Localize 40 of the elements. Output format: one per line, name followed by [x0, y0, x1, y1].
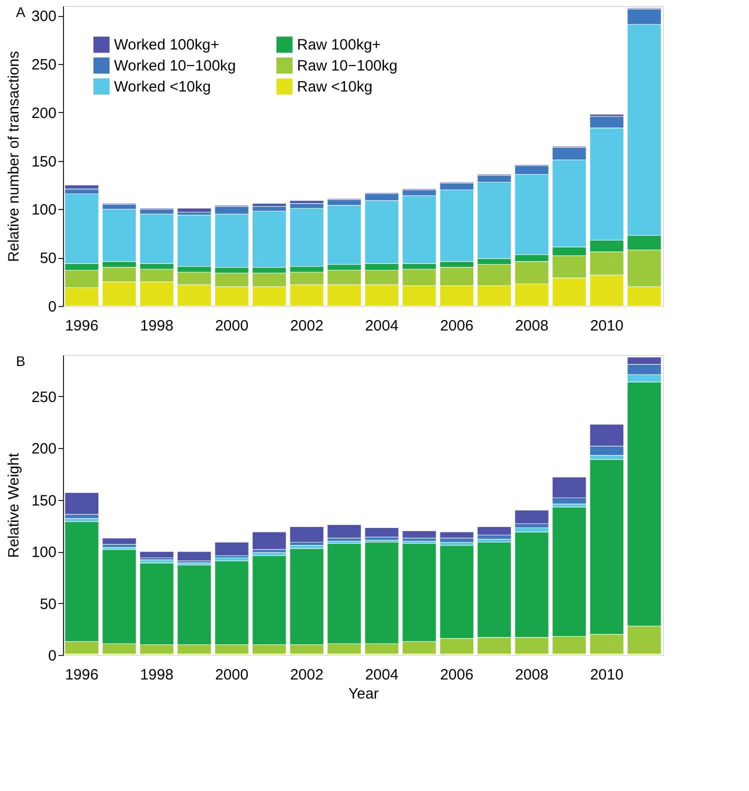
y-tick-label: 200 — [31, 104, 56, 122]
x-tick-label: 2004 — [365, 666, 398, 684]
x-tick-label: 1996 — [65, 666, 98, 684]
y-tick-label: 250 — [31, 56, 56, 74]
x-tick-label: 2010 — [590, 318, 624, 334]
x-tick-label: 2008 — [515, 666, 548, 684]
x-tick-label: 2006 — [440, 666, 474, 684]
y-tick-label: 50 — [40, 250, 56, 268]
x-axis-title: Year — [348, 686, 379, 702]
y-tick-label: 0 — [48, 648, 56, 664]
y-tick-label: 250 — [31, 388, 56, 406]
y-tick-label: 150 — [31, 492, 56, 510]
x-tick-label: 2008 — [515, 318, 548, 334]
x-tick-label: 2002 — [290, 666, 324, 684]
legend-label: Raw 100kg+ — [297, 36, 382, 54]
legend-label: Raw 10−100kg — [297, 58, 398, 74]
y-tick-label: 100 — [31, 544, 56, 562]
y-tick-label: 0 — [48, 298, 56, 316]
y-tick-label: 300 — [31, 8, 56, 26]
legend-label: Worked 10−100kg — [114, 58, 236, 74]
x-tick-label: 1998 — [140, 318, 174, 334]
x-tick-label: 2006 — [440, 318, 474, 334]
y-axis-title: Relative Weight — [5, 452, 22, 558]
chart-title: B — [16, 353, 26, 369]
y-tick-label: 150 — [31, 153, 56, 170]
legend-label: Raw <10kg — [297, 78, 372, 96]
x-tick-label: 2004 — [365, 318, 398, 334]
x-tick-label: 1996 — [65, 318, 98, 334]
y-axis-title: Relative number of transactions — [5, 51, 22, 262]
x-tick-label: 1998 — [140, 666, 174, 684]
chart-title: A — [16, 4, 26, 20]
y-tick-label: 50 — [40, 596, 56, 613]
x-tick-label: 2002 — [290, 318, 324, 334]
x-tick-label: 2010 — [590, 666, 624, 684]
legend-label: Worked 100kg+ — [114, 36, 220, 54]
x-tick-label: 2000 — [215, 666, 248, 684]
x-tick-label: 2000 — [215, 318, 248, 334]
legend-label: Worked <10kg — [114, 78, 211, 96]
y-tick-label: 200 — [31, 440, 56, 458]
y-tick-label: 100 — [31, 202, 56, 219]
